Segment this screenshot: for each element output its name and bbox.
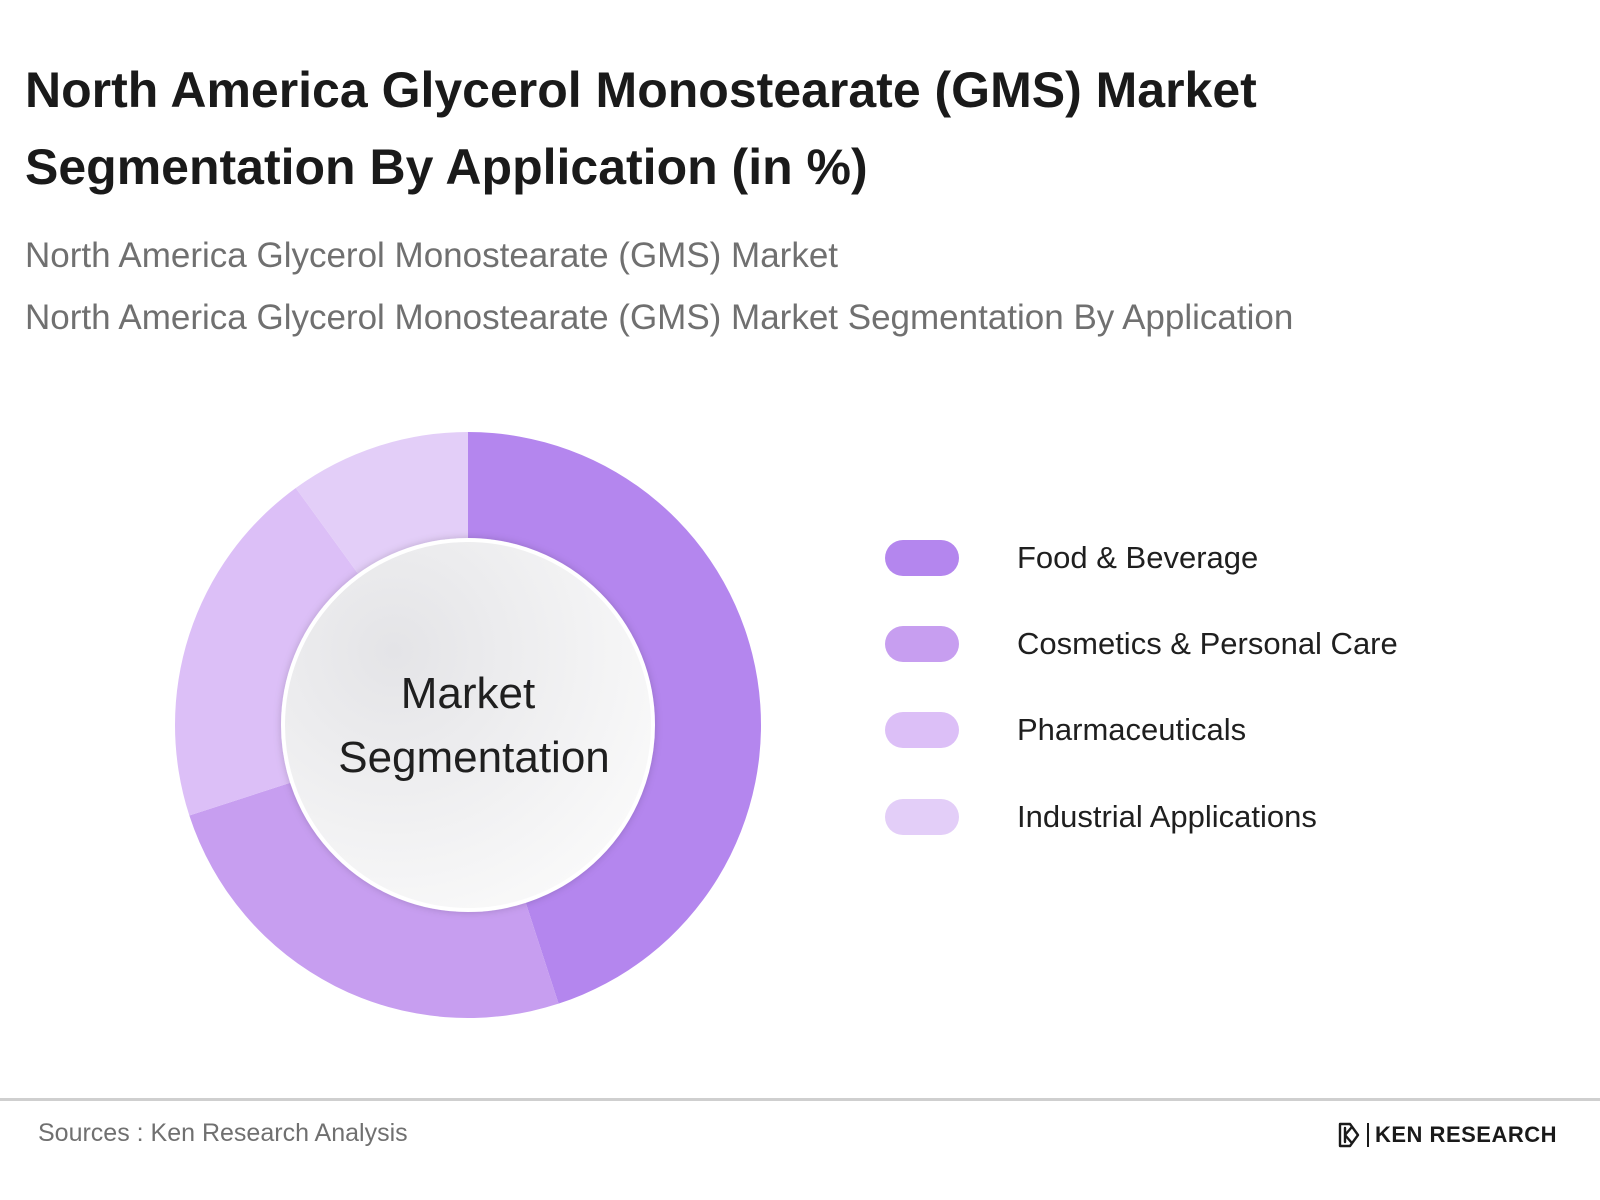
donut-chart: Market Segmentation (174, 432, 761, 1018)
legend-swatch (885, 626, 959, 662)
donut-slice-industrial-applications (295, 432, 468, 580)
chart-title: North America Glycerol Monostearate (GMS… (25, 62, 1257, 195)
donut-slices (174, 432, 761, 1018)
brand-name: KEN RESEARCH (1375, 1122, 1558, 1147)
source-note: Sources : Ken Research Analysis (38, 1119, 408, 1147)
donut-slice-food-beverage (468, 432, 761, 1004)
footer-divider (0, 1098, 1600, 1101)
legend-label: Food & Beverage (1017, 540, 1259, 575)
legend-swatch (885, 799, 959, 835)
center-label-line-2: Segmentation (338, 733, 610, 782)
ken-research-logo-icon (1338, 1122, 1360, 1148)
subtitle-market: North America Glycerol Monostearate (GMS… (25, 236, 839, 275)
donut-slice-cosmetics-personal-care (189, 780, 559, 1018)
legend-label: Cosmetics & Personal Care (1017, 626, 1398, 661)
legend-swatch (885, 712, 959, 748)
legend-label: Industrial Applications (1017, 799, 1317, 834)
subtitle-segmentation: North America Glycerol Monostearate (GMS… (25, 298, 1294, 337)
brand-logo-block: KEN RESEARCH (1337, 1118, 1557, 1152)
legend-label: Pharmaceuticals (1017, 712, 1247, 747)
center-label-line-1: Market (401, 669, 535, 718)
donut-center-disc (281, 538, 655, 912)
legend-swatch (885, 540, 959, 576)
brand-separator (1367, 1123, 1369, 1147)
donut-slice-pharmaceuticals (174, 487, 363, 816)
